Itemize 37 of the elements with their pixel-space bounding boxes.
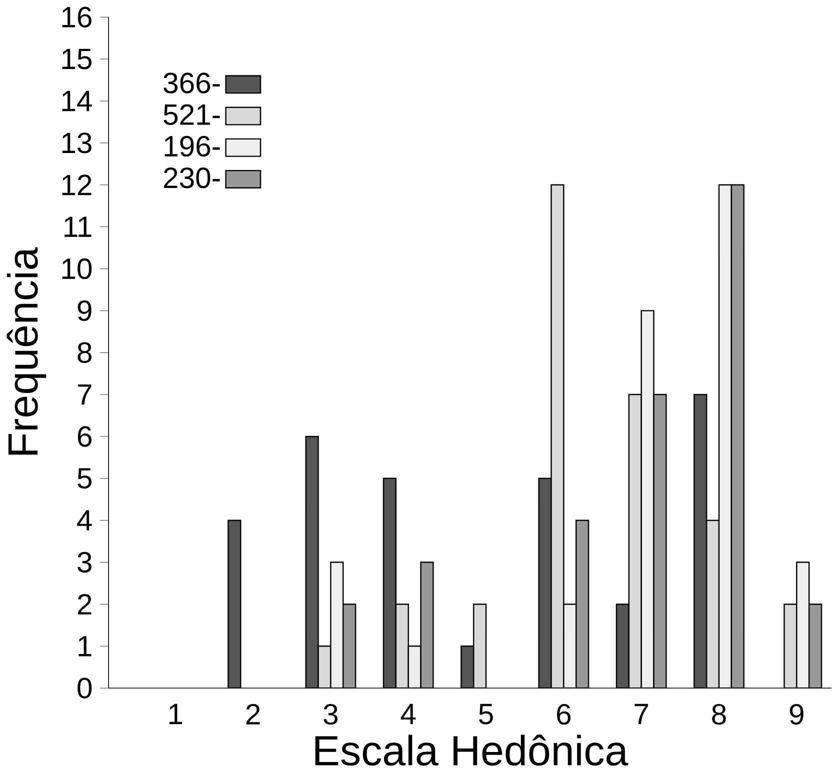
y-tick-label: 10 [62,258,92,279]
legend-label: 230- [164,167,220,188]
y-tick-label: 6 [78,426,92,447]
legend-label: 196- [164,136,220,156]
x-tick-label: 4 [400,704,416,724]
x-tick-label: 2 [246,704,260,724]
bar [808,603,822,688]
legend-label: 366- [164,72,220,94]
y-tick-label: 14 [62,90,92,111]
y-tick-label: 5 [78,468,92,488]
y-tick-label: 0 [78,678,92,698]
x-tick-label: 9 [790,704,804,724]
x-tick-label: 8 [712,704,726,724]
y-tick-label: 15 [62,48,92,70]
x-tick-label: 1 [169,704,182,724]
x-tick-label: 6 [557,704,571,724]
y-tick-label: 1 [78,636,92,656]
x-tick-label: 7 [634,704,648,724]
y-tick-label: 7 [78,384,92,404]
y-tick-label: 4 [77,510,92,530]
y-tick-label: 3 [78,552,92,572]
y-tick-label: 16 [62,6,92,28]
x-axis-title: Escala Hedônica [315,734,628,766]
y-tick-label: 2 [78,594,92,614]
bar [718,184,732,688]
y-axis-title: Frequência [6,246,46,454]
legend-label: 521- [164,104,220,125]
bar [575,520,590,688]
y-tick-label: 9 [78,300,92,321]
bar [342,603,356,688]
y-tick-label: 12 [62,174,92,195]
bar [228,520,242,688]
x-tick-label: 5 [479,704,493,724]
y-tick-label: 13 [62,132,92,154]
x-tick-label: 3 [324,704,338,724]
y-tick-label: 11 [64,216,92,237]
y-tick-label: 8 [78,342,92,363]
